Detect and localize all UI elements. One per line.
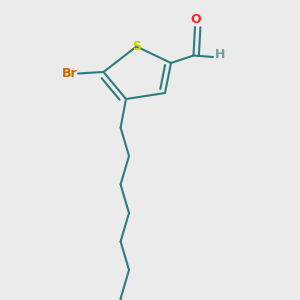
Text: H: H <box>215 48 226 61</box>
Text: O: O <box>190 13 201 26</box>
Text: S: S <box>132 40 141 53</box>
Text: Br: Br <box>62 67 77 80</box>
